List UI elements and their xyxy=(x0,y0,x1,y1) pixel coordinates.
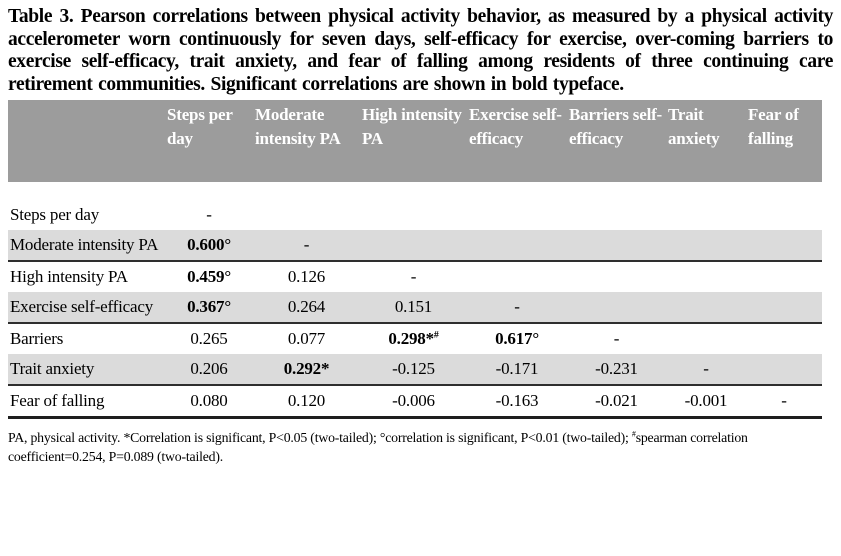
table-cell xyxy=(467,261,567,292)
table-cell xyxy=(666,292,746,325)
table-row: High intensity PA 0.459° 0.126 - xyxy=(8,261,822,292)
table-cell: 0.600° xyxy=(165,230,253,263)
table-cell: -0.163 xyxy=(495,391,539,411)
superscript-mark: # xyxy=(631,429,636,439)
table-cell: 0.077 xyxy=(287,329,326,349)
column-header: Barriers self-efficacy xyxy=(567,100,666,189)
table-footnote: PA, physical activity. *Correlation is s… xyxy=(8,429,748,465)
table-cell: - xyxy=(467,292,567,325)
table-cell: 0.264 xyxy=(253,292,360,325)
superscript-mark: # xyxy=(433,329,439,341)
table-cell xyxy=(746,230,822,263)
table-cell: -0.125 xyxy=(360,354,467,387)
table-cell xyxy=(360,230,467,263)
table-caption: Table 3. Pearson correlations between ph… xyxy=(8,6,833,95)
row-label: Trait anxiety xyxy=(8,354,165,387)
table-cell: - xyxy=(253,230,360,263)
table-cell xyxy=(666,261,746,292)
table-cell: - xyxy=(613,329,620,349)
table-cell xyxy=(253,189,360,231)
column-header: Moderate intensity PA xyxy=(253,100,360,189)
table-cell: -0.006 xyxy=(392,391,435,411)
table-cell: 0.367° xyxy=(165,292,253,325)
header-cell-empty xyxy=(8,100,165,189)
row-label: Exercise self-efficacy xyxy=(8,292,165,325)
table-cell: 0.292* xyxy=(253,354,360,387)
table-cell xyxy=(746,189,822,231)
row-label: Barriers xyxy=(10,329,64,349)
table-cell: 0.265 xyxy=(190,329,228,349)
table-cell xyxy=(567,189,666,231)
table-cell xyxy=(467,230,567,263)
table-cell: 0.151 xyxy=(360,292,467,325)
table-row: Fear of falling 0.080 0.120 -0.006 -0.163 -0.… xyxy=(8,385,822,418)
document-page: Table 3. Pearson correlations between ph… xyxy=(8,6,833,465)
column-header: Trait anxiety xyxy=(666,100,746,189)
table-row: Exercise self-efficacy 0.367° 0.264 0.151- xyxy=(8,292,822,325)
table-cell: -0.171 xyxy=(467,354,567,387)
table-cell: -0.231 xyxy=(567,354,666,387)
table-cell xyxy=(567,261,666,292)
table-cell: 0.126 xyxy=(287,267,326,287)
table-cell xyxy=(746,323,822,354)
table-cell xyxy=(567,230,666,263)
table-cell xyxy=(666,230,746,263)
table-body: Steps per day - Moderate intensity PA 0.600… xyxy=(8,189,822,418)
table-row: Steps per day - xyxy=(8,189,822,231)
table-cell xyxy=(746,354,822,387)
table-cell xyxy=(567,292,666,325)
table-cell: - xyxy=(410,267,417,287)
row-label: Steps per day xyxy=(10,205,99,225)
column-header: Steps per day xyxy=(165,100,253,189)
table-cell: -0.021 xyxy=(595,391,638,411)
column-header: Fear of falling xyxy=(746,100,822,189)
table-cell: - xyxy=(666,354,746,387)
table-cell: 0.617° xyxy=(495,329,539,349)
correlation-table: Steps per day Moderate intensity PA High i… xyxy=(8,100,822,420)
table-cell: 0.080 xyxy=(190,391,228,411)
table-cell: - xyxy=(206,205,212,225)
column-header: Exercise self-efficacy xyxy=(467,100,567,189)
table-cell xyxy=(467,189,567,231)
table-cell xyxy=(746,261,822,292)
table-row: Trait anxiety 0.206 0.292* -0.125 -0.171 -0.2… xyxy=(8,354,822,387)
table-cell: 0.120 xyxy=(287,391,326,411)
table-cell xyxy=(666,323,746,354)
header-row: Steps per day Moderate intensity PA High i… xyxy=(8,100,822,189)
table-cell xyxy=(360,189,467,231)
table-cell: -0.001 xyxy=(684,391,728,411)
table-cell: 0.206 xyxy=(165,354,253,387)
table-row: Moderate intensity PA 0.600° - xyxy=(8,230,822,263)
row-label: High intensity PA xyxy=(10,267,128,287)
table-cell: 0.459° xyxy=(187,267,231,287)
column-header: High intensity PA xyxy=(360,100,467,189)
table-cell xyxy=(746,292,822,325)
table-cell: - xyxy=(781,391,787,411)
row-label: Fear of falling xyxy=(10,391,105,411)
table-cell xyxy=(666,189,746,231)
table-cell: 0.298*# xyxy=(388,329,439,349)
row-label: Moderate intensity PA xyxy=(8,230,165,263)
table-row: Barriers 0.265 0.077 0.298*# 0.617° - xyxy=(8,323,822,354)
